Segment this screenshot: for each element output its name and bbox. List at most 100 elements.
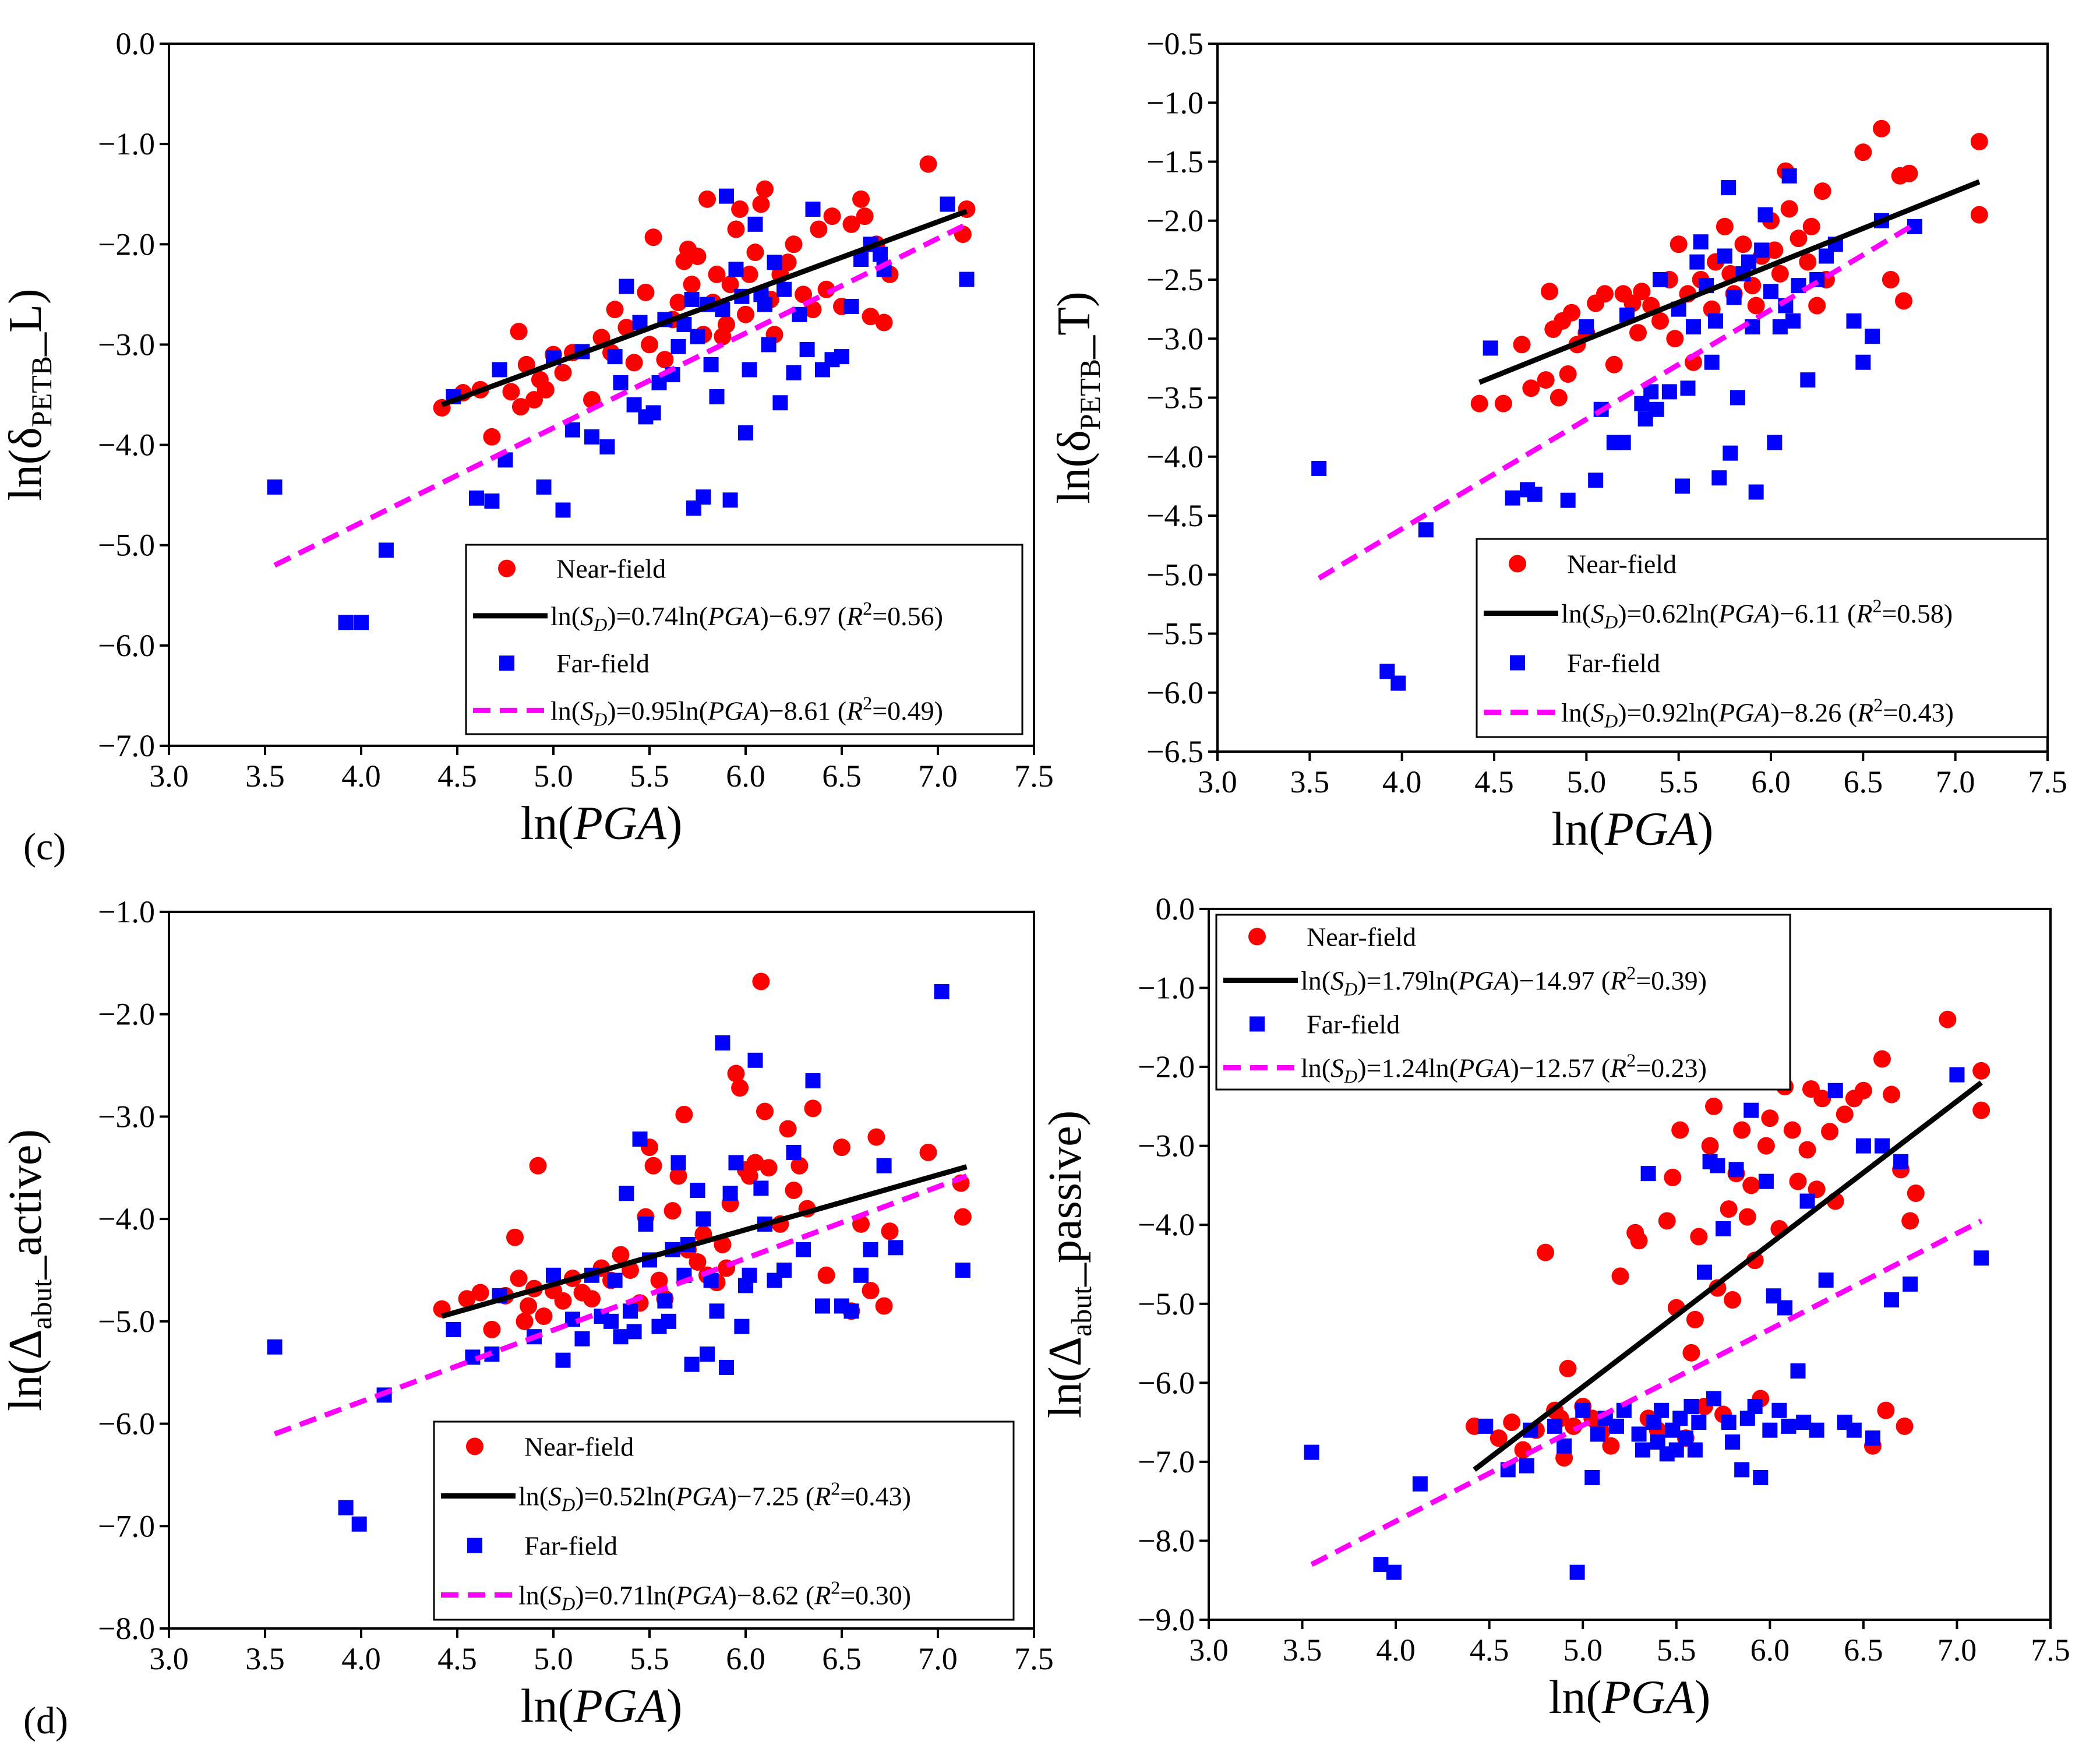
far-field-point (1721, 180, 1737, 196)
near-field-point (1970, 133, 1988, 151)
near-field-point (502, 383, 520, 401)
y-tick-label: −6.5 (1146, 734, 1203, 769)
near-field-point (856, 207, 874, 225)
legend: Near-fieldFar-fieldln(SD)=0.52ln(PGA)−7.… (433, 1420, 1015, 1621)
near-field-point (1658, 1212, 1676, 1230)
far-field-point (1412, 1476, 1428, 1492)
near-field-point (510, 1270, 528, 1288)
far-field-point (1757, 207, 1773, 223)
eq-part: =0.58) (1882, 599, 1953, 629)
y-tick-label: −2.0 (1146, 203, 1203, 238)
near-fit-line (441, 209, 968, 407)
far-field-point (446, 1321, 461, 1337)
y-axis-label-suffix: _passive) (1040, 1111, 1091, 1287)
x-axis-label-var: PGA (573, 1679, 667, 1732)
eq-r2-sup: 2 (1872, 595, 1882, 616)
far-field-point (1865, 1430, 1880, 1446)
y-tick-label: −2.0 (98, 227, 155, 262)
far-field-point (1767, 435, 1783, 450)
far-field-point (1772, 319, 1788, 334)
x-tick-label: 5.0 (534, 1641, 573, 1676)
near-field-point (1720, 1200, 1738, 1218)
eq-r2: R (1610, 1053, 1626, 1083)
far-field-point (777, 281, 792, 297)
y-axis-label-sub: abut (1065, 1286, 1097, 1337)
far-field-point (1717, 248, 1732, 264)
far-fit-line (1317, 221, 1917, 581)
far-field-point (670, 339, 686, 354)
far-field-point (661, 1313, 676, 1329)
far-field-point (670, 1155, 686, 1171)
legend-near-equation: ln(SD)=0.52ln(PGA)−7.25 (R2=0.43) (518, 1478, 911, 1515)
far-field-point (728, 1155, 744, 1171)
near-field-point (483, 1320, 501, 1338)
near-field-point (1771, 265, 1789, 283)
far-field-point (747, 216, 763, 232)
far-field-point (626, 1324, 642, 1339)
x-tick-label: 6.0 (726, 1641, 765, 1676)
y-tick-label: −3.5 (1146, 380, 1203, 415)
far-field-point (742, 362, 757, 378)
near-field-point (520, 1297, 538, 1315)
far-field-point (700, 1346, 715, 1362)
far-field-point (657, 1293, 673, 1309)
legend-near-label: Near-field (524, 1432, 634, 1462)
far-field-point (1691, 1415, 1707, 1430)
eq-part: =0.30) (840, 1581, 911, 1610)
near-field-point (689, 1253, 707, 1271)
near-field-point (1651, 312, 1669, 330)
near-field-point (919, 155, 937, 173)
far-field-point (805, 1073, 821, 1088)
far-field-point (1790, 1363, 1806, 1379)
y-tick-label: −5.0 (1146, 557, 1203, 592)
far-field-point (1390, 675, 1406, 691)
far-fit-line (1310, 1218, 1983, 1567)
y-tick-label: −4.0 (98, 428, 155, 463)
y-tick-label: −7.0 (1138, 1444, 1195, 1479)
far-field-point (1649, 401, 1664, 417)
far-field-point (1818, 1272, 1834, 1288)
near-field-point (1701, 1137, 1719, 1155)
far-fit-line (273, 1173, 968, 1437)
panel-d-left: 3.0 3.5 4.0 4.5 5.0 5.5 6.0 6.5 7.0 7.5 −1.0 −2.0 −3… (0, 894, 1054, 1732)
y-tick-label: −5.0 (98, 528, 155, 563)
far-field-point (1846, 1422, 1862, 1438)
far-field-point (1615, 435, 1631, 450)
far-field-point (651, 375, 667, 390)
far-field-point (777, 1263, 792, 1278)
legend-near-equation: ln(SD)=0.74ln(PGA)−6.97 (R2=0.56) (550, 598, 943, 635)
x-axis-label-prefix: ln( (1552, 802, 1605, 855)
data-layer (1304, 1010, 1990, 1580)
far-field-point (786, 1144, 802, 1160)
x-tick-label: 7.5 (1014, 759, 1054, 794)
far-field-point (863, 1242, 878, 1257)
far-field-point (719, 1359, 734, 1375)
far-field-point (1575, 1402, 1591, 1418)
y-axis-label: ln(Δabut_active) (0, 1129, 58, 1411)
far-field-point (1704, 354, 1720, 370)
far-field-point (1588, 473, 1604, 488)
eq-r2: R (814, 1482, 831, 1511)
x-tick-label: 5.5 (630, 759, 669, 794)
far-field-point (613, 375, 629, 390)
y-tick-label: −2.5 (1146, 262, 1203, 297)
legend-near-marker (498, 559, 516, 577)
far-field-point (1693, 234, 1709, 250)
eq-r2-sup: 2 (863, 692, 872, 713)
far-field-point (684, 291, 700, 307)
far-field-point (1725, 1434, 1741, 1450)
far-field-point (599, 439, 615, 455)
far-field-point (805, 202, 821, 217)
far-field-point (853, 1267, 869, 1283)
x-tick-label: 3.5 (1290, 764, 1330, 799)
eq-r2: R (846, 696, 863, 725)
far-field-point (1519, 1458, 1534, 1473)
far-field-point (1743, 1102, 1759, 1118)
legend-near-label: Near-field (556, 554, 666, 584)
near-field-point (746, 1154, 764, 1172)
near-field-point (1882, 271, 1900, 288)
y-tick-label: −5.5 (1146, 616, 1203, 651)
x-tick-label: 5.0 (1563, 1633, 1603, 1668)
far-field-point (1689, 254, 1705, 270)
